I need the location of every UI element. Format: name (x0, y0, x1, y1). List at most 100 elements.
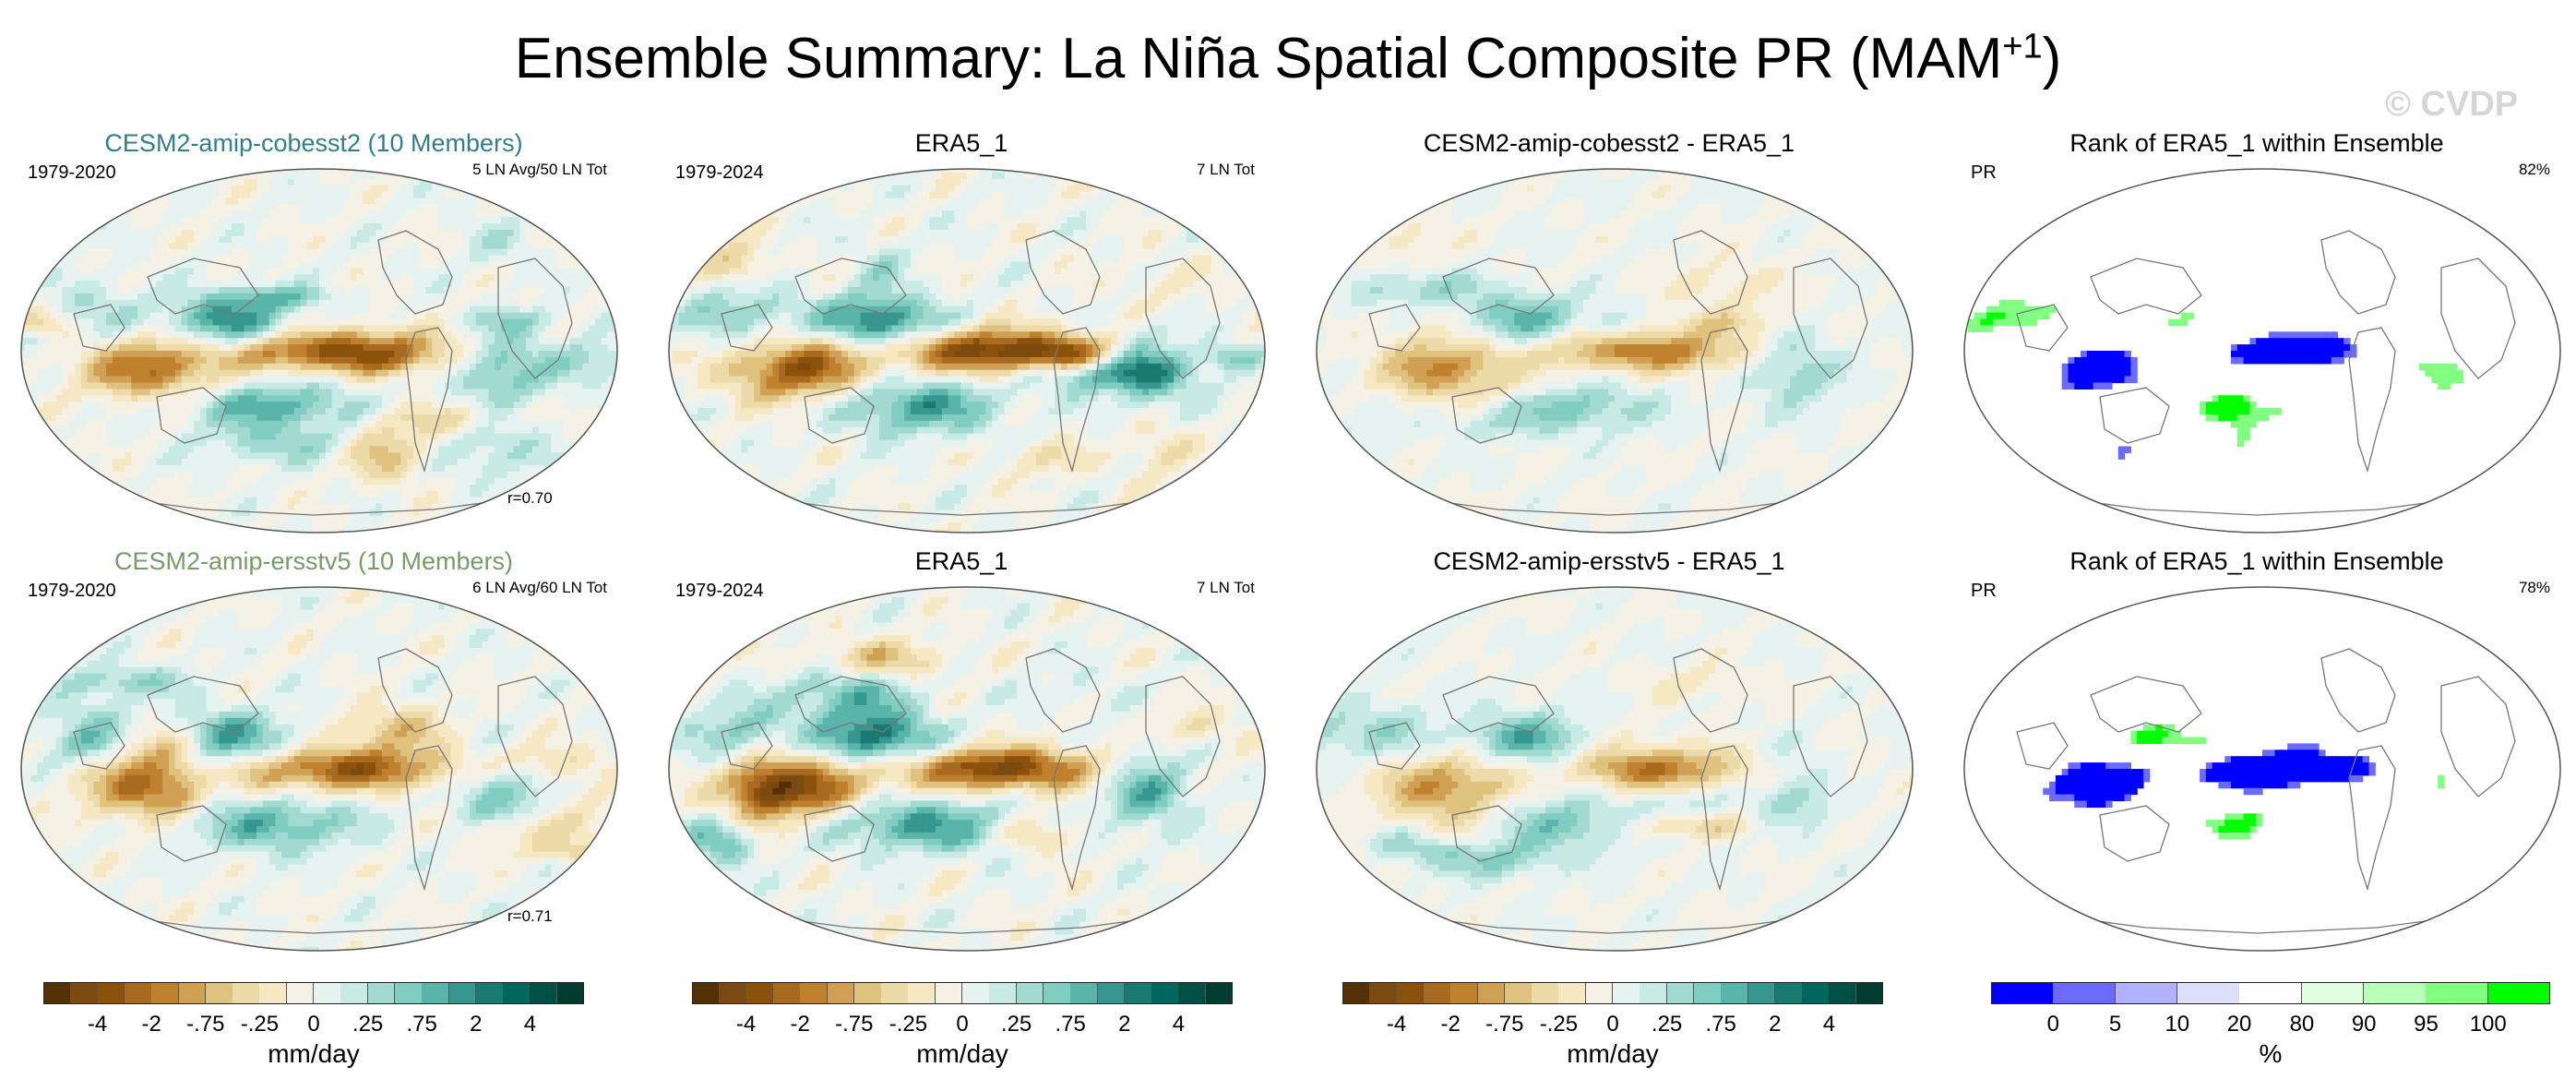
colorbar-tick-label: 4 (1823, 1012, 1835, 1037)
map-border (1316, 586, 1914, 952)
colorbar-swatch (719, 982, 747, 1004)
coastline (497, 258, 573, 379)
robinson-map (1963, 168, 2561, 534)
colorbar-tick-label: -4 (736, 1012, 756, 1037)
map-border (668, 586, 1266, 952)
coastline (405, 327, 453, 474)
coastline (1673, 230, 1748, 315)
colorbar-swatch (1178, 982, 1207, 1004)
coastline (2099, 805, 2170, 862)
colorbar-swatch (772, 982, 801, 1004)
colorbar-tick-label: 4 (1173, 1012, 1185, 1037)
colorbar-swatch (1124, 982, 1152, 1004)
colorbar-swatch (692, 982, 720, 1004)
coastline (2320, 230, 2396, 315)
colorbar-frame (692, 982, 1233, 1004)
precip-colorbar-3: -4 -2 -.75 -.25 0 .25 .75 2 4 mm/day (1342, 982, 1884, 1074)
colorbar-tick-label: 0 (2047, 1012, 2059, 1037)
colorbar-frame (43, 982, 584, 1004)
figure-title: Ensemble Summary: La Niña Spatial Compos… (0, 26, 2576, 91)
colorbar-frame (1342, 982, 1883, 1004)
coastline (804, 387, 875, 444)
colorbar-swatch (259, 982, 288, 1004)
panel-title: Rank of ERA5_1 within Ensemble (1952, 129, 2561, 158)
coastline (2348, 745, 2396, 892)
count-label: 5 LN Avg/50 LN Tot (472, 161, 607, 179)
robinson-map (668, 168, 1266, 534)
colorbar-tick-label: .75 (407, 1012, 437, 1037)
colorbar-frame (1991, 982, 2550, 1004)
colorbar-tick-label: 2 (470, 1012, 482, 1037)
colorbar-tick-label: -4 (88, 1012, 107, 1037)
pattern-correlation-label: r=0.70 (507, 489, 553, 508)
coastline (767, 498, 1165, 516)
coastline (794, 676, 907, 733)
colorbar-swatch (1369, 982, 1398, 1004)
coastline (2016, 722, 2069, 770)
coastline (2348, 327, 2396, 474)
colorbar-swatch (422, 982, 449, 1004)
coastline (1673, 648, 1748, 733)
map-panel-6: ERA5_1 1979-2024 7 LN Tot (657, 547, 1266, 953)
map-border (20, 586, 618, 952)
count-label: 7 LN Tot (1197, 579, 1255, 597)
coastline (804, 805, 875, 862)
map-panel-7: CESM2-amip-ersstv5 - ERA5_1 (1305, 547, 1914, 953)
colorbar-swatch (2487, 982, 2551, 1004)
period-label: 1979-2024 (675, 581, 764, 602)
map-border (20, 168, 618, 534)
coastline (1025, 230, 1101, 315)
colorbar-tick-label: -2 (791, 1012, 810, 1037)
colorbar-tick-label: 20 (2227, 1012, 2252, 1037)
colorbar-tick-label: -.75 (186, 1012, 224, 1037)
map-panel-2: ERA5_1 1979-2024 7 LN Tot (657, 129, 1266, 535)
coastline (1414, 498, 1813, 516)
coastline (2440, 676, 2516, 797)
robinson-map (1316, 586, 1914, 952)
colorbar-tick-label: 4 (524, 1012, 536, 1037)
colorbar-swatch (448, 982, 477, 1004)
pattern-correlation-label: r=0.71 (507, 907, 553, 926)
colorbar-tick-label: 0 (307, 1012, 319, 1037)
panel-title: Rank of ERA5_1 within Ensemble (1952, 547, 2561, 576)
colorbar-swatch (151, 982, 179, 1004)
colorbar-tick-label: -.25 (241, 1012, 279, 1037)
coastline (1451, 387, 1522, 444)
colorbar-tick-label: .25 (1652, 1012, 1682, 1037)
panel-title: CESM2-amip-ersstv5 - ERA5_1 (1305, 547, 1914, 576)
period-label: 1979-2020 (28, 162, 116, 184)
colorbar-units: mm/day (916, 1039, 1008, 1069)
colorbar-swatch (286, 982, 315, 1004)
colorbar-units: % (2260, 1039, 2283, 1069)
colorbar-swatch (1829, 982, 1857, 1004)
period-label: PR (1971, 162, 1997, 184)
colorbar-swatch (1774, 982, 1803, 1004)
coastline (156, 805, 227, 862)
colorbar-tick-label: 5 (2109, 1012, 2121, 1037)
coastline (147, 676, 259, 733)
colorbar-tick-label: .25 (1001, 1012, 1032, 1037)
colorbar-swatch (1991, 982, 2054, 1004)
count-label: 82% (2519, 161, 2550, 179)
coastline (377, 230, 453, 315)
colorbar-tick-label: -2 (1441, 1012, 1461, 1037)
coastline (2090, 258, 2202, 315)
coastline (147, 258, 259, 315)
coastline (497, 676, 573, 797)
colorbar-swatch (935, 982, 963, 1004)
colorbar-tick-label: 0 (956, 1012, 968, 1037)
map-border (1963, 586, 2561, 952)
colorbar-tick-label: 0 (1606, 1012, 1618, 1037)
coastline (119, 498, 518, 516)
coastline (2440, 258, 2516, 379)
count-label: 6 LN Avg/60 LN Tot (472, 579, 607, 597)
colorbar-tick-label: 100 (2470, 1012, 2507, 1037)
map-border (1316, 168, 1914, 534)
colorbar-swatch (2115, 982, 2178, 1004)
colorbar-units: mm/day (268, 1039, 360, 1069)
coastline (721, 304, 773, 352)
coastline (1793, 676, 1868, 797)
colorbar-swatch (1070, 982, 1098, 1004)
coastline (2062, 498, 2461, 516)
coastline (721, 722, 773, 770)
